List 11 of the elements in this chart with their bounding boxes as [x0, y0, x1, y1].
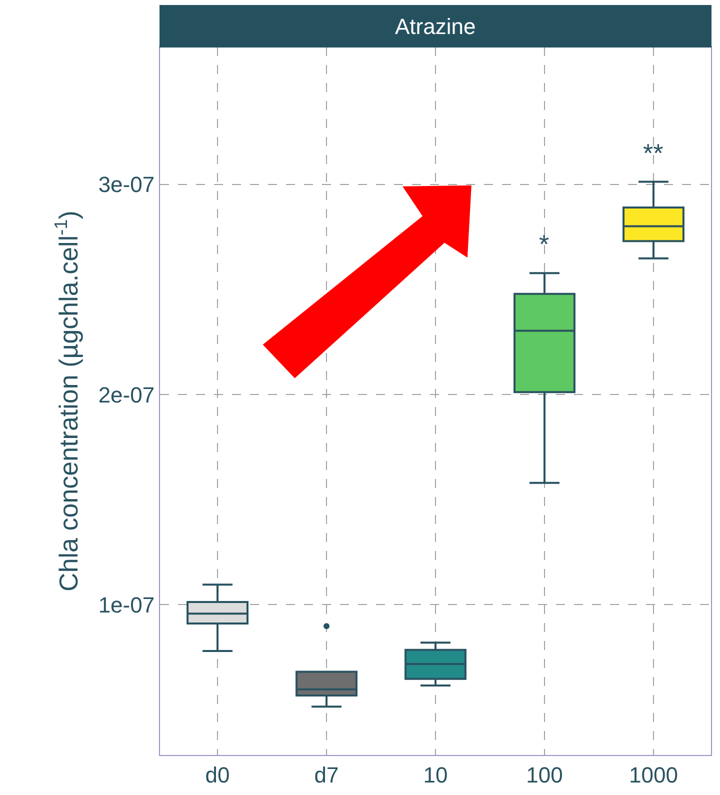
y-tick-label: 3e-07 — [98, 172, 155, 198]
x-tick-label: 10 — [423, 762, 448, 788]
x-tick-label: 1000 — [629, 762, 678, 788]
x-tick-label: 100 — [526, 762, 563, 788]
chart-title: Atrazine — [395, 14, 476, 39]
annotation: ** — [643, 138, 664, 168]
x-tick-label: d0 — [205, 762, 230, 788]
y-tick-label: 2e-07 — [98, 382, 155, 408]
x-tick-label: d7 — [314, 762, 339, 788]
y-tick-label: 1e-07 — [98, 592, 155, 618]
annotation: * — [539, 229, 550, 259]
